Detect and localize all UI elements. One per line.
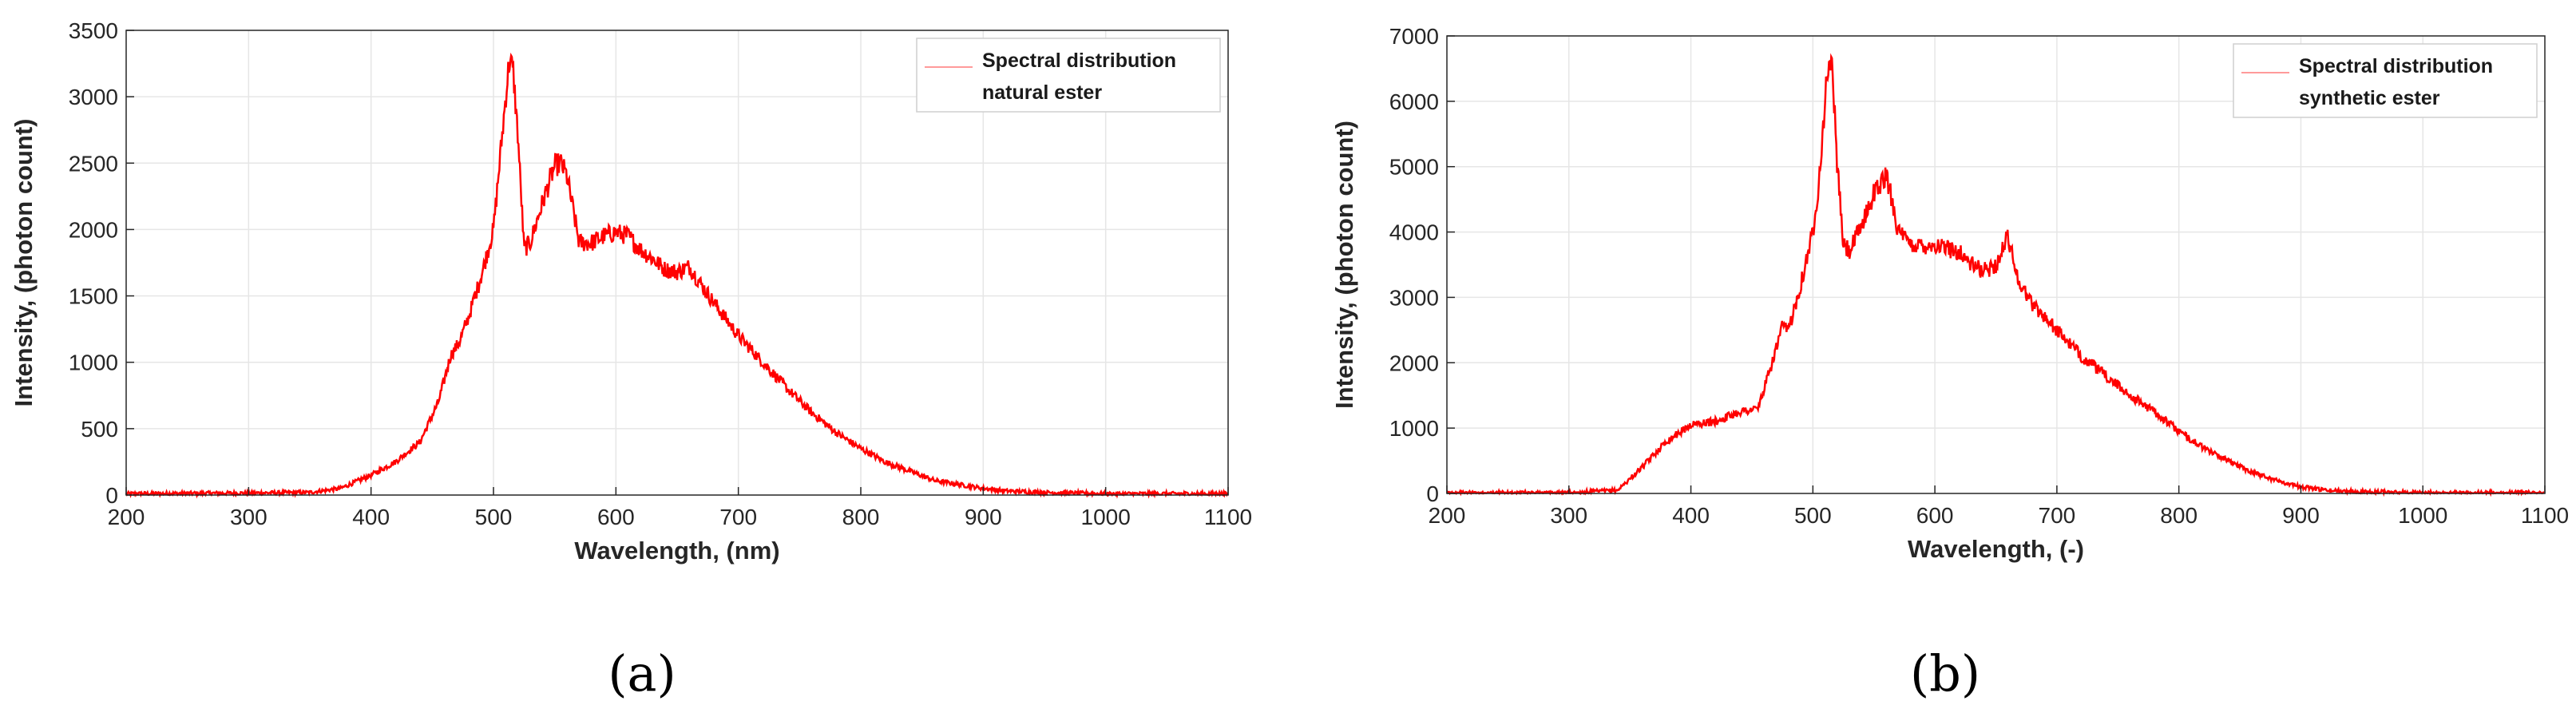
- y-tick-label: 0: [105, 483, 118, 508]
- plot-frame: [1446, 35, 2546, 494]
- series-line-synthetic-ester: [1446, 53, 2545, 497]
- x-tick-label: 500: [1794, 503, 1832, 528]
- chart-a: 200 300 400 500 600 700 800 900 1000 1100 0 500 1000…: [10, 18, 1252, 703]
- x-tick-label: 500: [475, 505, 513, 529]
- y-tick-label: 4000: [1389, 220, 1439, 245]
- x-tick-label: 400: [1672, 503, 1710, 528]
- legend-entry-line-1: Spectral distribution: [2299, 55, 2493, 77]
- y-tick-label: 500: [81, 417, 118, 442]
- x-tick-label: 300: [230, 505, 268, 529]
- legend: Spectral distribution natural ester: [916, 38, 1221, 113]
- x-tick-label: 800: [842, 505, 880, 529]
- chart-b: 200 300 400 500 600 700 800 900 1000 1100 0 1000 200…: [1330, 24, 2569, 703]
- y-tick-label: 1000: [69, 351, 118, 375]
- y-axis-label: Intensity, (photon count): [1330, 121, 1358, 409]
- y-tick-label: 2000: [69, 217, 118, 242]
- x-tick-label: 600: [1916, 503, 1954, 528]
- legend-entry-line-2: synthetic ester: [2299, 87, 2440, 109]
- y-tick-label: 6000: [1389, 89, 1439, 114]
- y-tick-label: 3000: [1389, 285, 1439, 310]
- y-tick-label: 0: [1426, 481, 1439, 506]
- x-tick-label: 1100: [1204, 505, 1252, 529]
- legend-entry-line-1: Spectral distribution: [982, 50, 1176, 72]
- legend-entry-line-2: natural ester: [982, 81, 1102, 104]
- y-tick-label: 3000: [69, 85, 118, 109]
- x-tick-label: 700: [2039, 503, 2076, 528]
- y-axis-label: Intensity, (photon count): [10, 118, 38, 406]
- x-tick-label: 700: [719, 505, 757, 529]
- plot-frame: [125, 30, 1229, 496]
- y-tick-label: 2000: [1389, 351, 1439, 375]
- x-tick-label: 200: [108, 505, 145, 529]
- y-tick-label: 5000: [1389, 155, 1439, 180]
- panel-label-b: (b): [1910, 644, 1980, 703]
- x-tick-label: 800: [2160, 503, 2198, 528]
- x-tick-label: 900: [2282, 503, 2320, 528]
- x-tick-label: 1000: [2398, 503, 2447, 528]
- y-tick-label: 7000: [1389, 24, 1439, 49]
- y-tick-label: 1000: [1389, 416, 1439, 441]
- x-tick-label: 600: [597, 505, 635, 529]
- y-tick-label: 1500: [69, 284, 118, 309]
- series-line-natural-ester: [125, 52, 1229, 499]
- x-axis-label: Wavelength, (-): [1908, 535, 2084, 563]
- x-tick-label: 300: [1550, 503, 1587, 528]
- x-tick-label: 900: [965, 505, 1002, 529]
- legend: Spectral distribution synthetic ester: [2233, 43, 2538, 118]
- x-tick-label: 1000: [1081, 505, 1131, 529]
- x-tick-label: 1100: [2521, 503, 2569, 528]
- y-tick-label: 3500: [69, 18, 118, 43]
- panel-label-a: (a): [608, 644, 676, 703]
- x-tick-label: 400: [352, 505, 390, 529]
- x-axis-label: Wavelength, (nm): [574, 537, 779, 565]
- x-tick-label: 200: [1429, 503, 1466, 528]
- y-tick-label: 2500: [69, 151, 118, 176]
